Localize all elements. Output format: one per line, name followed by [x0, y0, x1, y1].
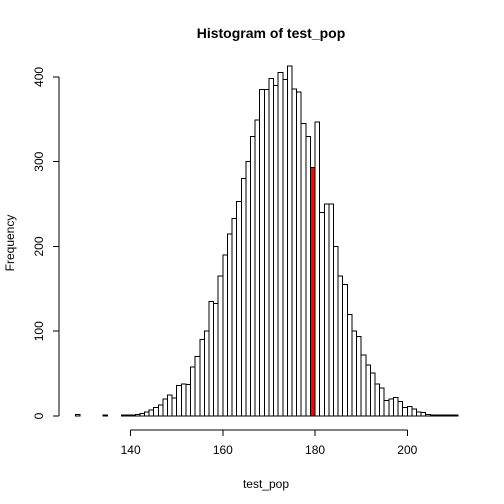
histogram-bar — [282, 79, 288, 417]
histogram-bar — [369, 372, 376, 417]
histogram-bar — [240, 178, 247, 417]
histogram-bar — [231, 218, 238, 417]
bars-group — [74, 65, 459, 417]
histogram-bar — [157, 404, 164, 417]
histogram-bar — [263, 89, 270, 417]
histogram-bar — [379, 387, 385, 417]
histogram-bar — [333, 245, 339, 417]
histogram-bar — [402, 407, 408, 417]
histogram-bar — [429, 414, 436, 417]
histogram-bar — [217, 275, 224, 417]
histogram-bar — [120, 414, 127, 417]
histogram-bar — [374, 383, 381, 417]
histogram-bar — [250, 135, 256, 417]
histogram-bar — [176, 384, 182, 417]
x-tick-label: 140 — [121, 443, 141, 457]
y-axis-label: Frequency — [3, 215, 17, 272]
histogram-bar — [300, 123, 307, 417]
y-tick-label: 100 — [32, 321, 46, 341]
histogram-bar — [337, 275, 344, 417]
histogram-bar — [203, 330, 210, 417]
histogram-bar — [134, 413, 141, 417]
histogram-bar — [268, 78, 275, 417]
y-tick-label: 200 — [32, 236, 46, 256]
histogram-bar — [328, 203, 335, 417]
histogram-bar — [208, 301, 215, 417]
histogram-bar — [254, 119, 261, 417]
histogram-bar — [171, 397, 178, 417]
histogram-bar — [125, 414, 132, 417]
histogram-bar — [305, 135, 311, 417]
histogram-bar — [102, 414, 109, 417]
histogram-bar — [420, 412, 427, 417]
histogram-bar — [439, 414, 445, 417]
histogram-bar — [153, 407, 159, 417]
histogram-bar — [194, 356, 201, 417]
x-axis-label: test_pop — [243, 477, 289, 491]
y-axis: 0 100 200 300 400 — [32, 67, 60, 419]
histogram-bar — [222, 254, 228, 417]
histogram-bar — [346, 313, 353, 417]
histogram-bar — [406, 406, 413, 417]
histogram-bar — [356, 335, 362, 417]
histogram-bar — [416, 411, 422, 417]
histogram-bar — [236, 201, 242, 417]
y-tick-label: 300 — [32, 151, 46, 171]
histogram-bar — [392, 396, 399, 417]
histogram-bar — [434, 414, 441, 417]
histogram-bar-highlighted — [309, 167, 316, 417]
histogram-bar — [213, 302, 219, 417]
histogram-bar — [273, 84, 279, 417]
histogram-bar — [323, 203, 330, 417]
histogram-bar — [314, 121, 321, 417]
y-tick-label: 0 — [32, 412, 46, 419]
histogram-bar — [199, 339, 205, 417]
histogram-bar — [245, 161, 252, 417]
histogram-bar — [130, 414, 136, 417]
histogram-bar — [365, 364, 371, 417]
histogram-bar — [383, 400, 390, 417]
histogram-bar — [139, 412, 145, 417]
histogram-bar — [296, 91, 302, 417]
histogram-bar — [425, 413, 431, 417]
histogram-bar — [397, 401, 404, 417]
histogram-bar — [167, 394, 173, 417]
histogram-bar — [443, 414, 450, 417]
histogram-bar — [388, 398, 394, 417]
histogram-bar — [452, 414, 459, 417]
histogram-bar — [277, 72, 284, 417]
x-tick-label: 160 — [213, 443, 233, 457]
histogram-bar — [291, 88, 298, 417]
histogram-bar — [411, 408, 418, 417]
y-tick-label: 400 — [32, 67, 46, 87]
chart-title: Histogram of test_pop — [197, 25, 346, 41]
histogram-bar — [448, 414, 454, 417]
histogram-bar — [74, 413, 81, 417]
histogram-bar — [226, 233, 233, 417]
x-axis: 140 160 180 200 — [121, 429, 418, 457]
x-tick-label: 200 — [397, 443, 417, 457]
x-tick-label: 180 — [305, 443, 325, 457]
histogram-bar — [185, 384, 192, 417]
histogram-bar — [190, 366, 196, 417]
histogram-bar — [143, 411, 150, 417]
histogram-bar — [259, 89, 265, 417]
histogram-bar — [286, 65, 293, 417]
histogram-bar — [342, 284, 348, 417]
histogram-bar — [148, 409, 155, 417]
histogram-bar — [180, 383, 187, 417]
histogram-bar — [351, 330, 358, 417]
histogram-bar — [360, 354, 367, 417]
histogram-bar — [319, 212, 325, 417]
histogram-bar — [162, 398, 169, 417]
